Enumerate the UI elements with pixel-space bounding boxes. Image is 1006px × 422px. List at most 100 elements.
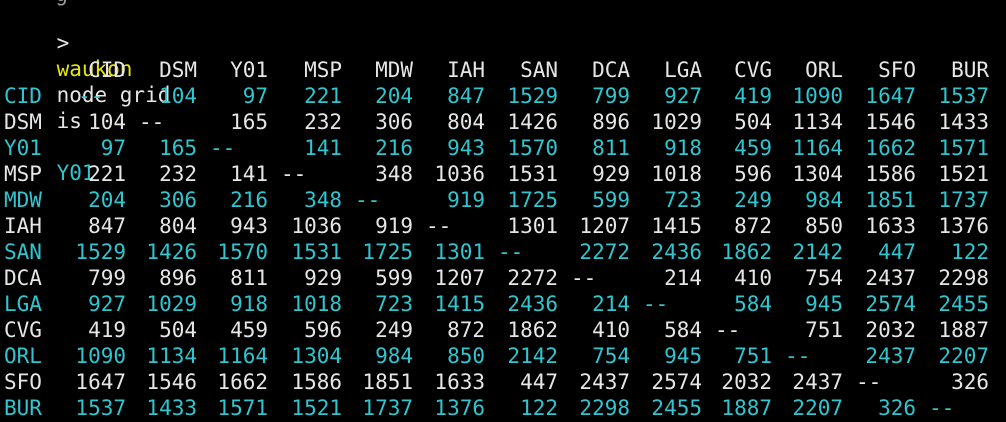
row-label: MDW (4, 188, 42, 212)
row-label: IAH (4, 214, 42, 238)
table-cell: 584 (734, 292, 772, 316)
table-cell: 1426 (507, 110, 558, 134)
table-cell: 919 (375, 214, 413, 238)
previous-output-fragment: ' g (30, 0, 68, 5)
column-header: DCA (592, 58, 630, 82)
table-cell: 1207 (579, 214, 630, 238)
table-cell: 216 (230, 188, 268, 212)
table-cell: 751 (734, 344, 772, 368)
table-cell: 2298 (938, 266, 989, 290)
table-cell: 584 (664, 318, 702, 342)
table-cell: 1207 (434, 266, 485, 290)
table-cell: 1301 (434, 240, 485, 264)
table-cell: 751 (805, 318, 843, 342)
table-cell: 410 (592, 318, 630, 342)
table-cell: 1018 (291, 292, 342, 316)
table-cell: 943 (230, 214, 268, 238)
table-cell: 1737 (938, 188, 989, 212)
table-cell: 204 (375, 84, 413, 108)
table-cell: 850 (447, 344, 485, 368)
table-cell: 918 (230, 292, 268, 316)
table-cell: 1090 (792, 84, 843, 108)
table-cell: 596 (304, 318, 342, 342)
table-cell: 1036 (291, 214, 342, 238)
table-cell: 945 (805, 292, 843, 316)
row-label: DSM (4, 110, 42, 134)
column-header: BUR (951, 58, 989, 82)
table-cell: 1862 (721, 240, 772, 264)
table-cell: 2142 (792, 240, 843, 264)
table-cell: -- (139, 110, 165, 134)
table-cell: 984 (805, 188, 843, 212)
table-cell: 1304 (291, 344, 342, 368)
table-cell: 249 (375, 318, 413, 342)
table-cell: 723 (664, 188, 702, 212)
table-cell: 1546 (146, 370, 197, 394)
row-label: CVG (4, 318, 42, 342)
table-cell: 599 (375, 266, 413, 290)
table-cell: 872 (447, 318, 485, 342)
table-cell: 1018 (651, 162, 702, 186)
table-cell: 2032 (721, 370, 772, 394)
table-cell: 419 (734, 84, 772, 108)
table-cell: 348 (375, 162, 413, 186)
table-cell: 1134 (792, 110, 843, 134)
table-cell: 804 (447, 110, 485, 134)
table-cell: 2455 (651, 396, 702, 420)
table-cell: 984 (375, 344, 413, 368)
table-cell: 306 (159, 188, 197, 212)
row-label: DCA (4, 266, 42, 290)
table-cell: 1415 (651, 214, 702, 238)
column-header: MSP (304, 58, 342, 82)
table-cell: -- (355, 188, 381, 212)
table-cell: 2436 (507, 292, 558, 316)
table-row: Y01 97 165 -- 141 216 943 1570 811 918 459 1164 1662… (0, 135, 1006, 161)
table-cell: 2437 (792, 370, 843, 394)
table-cell: -- (715, 318, 741, 342)
row-label: SFO (4, 370, 42, 394)
table-cell: -- (210, 136, 236, 160)
table-cell: 2032 (865, 318, 916, 342)
row-label: SAN (4, 240, 42, 264)
table-cell: 804 (159, 214, 197, 238)
table-cell: 104 (88, 110, 126, 134)
column-header: SFO (878, 58, 916, 82)
table-cell: 1546 (865, 110, 916, 134)
column-header: LGA (664, 58, 702, 82)
table-cell: 1662 (865, 136, 916, 160)
table-cell: 723 (375, 292, 413, 316)
table-cell: 1737 (362, 396, 413, 420)
command-text: node grid (56, 83, 171, 107)
table-cell: 1537 (75, 396, 126, 420)
row-label: MSP (4, 162, 42, 186)
table-cell: -- (643, 292, 669, 316)
table-row: LGA 927 1029 918 1018 723 1415 2436 214 -- 584 945 2… (0, 291, 1006, 317)
table-cell: 1301 (507, 214, 558, 238)
table-cell: 97 (242, 84, 268, 108)
table-cell: 1433 (146, 396, 197, 420)
table-cell: 847 (447, 84, 485, 108)
table-cell: 919 (447, 188, 485, 212)
table-cell: 896 (592, 110, 630, 134)
table-row: SFO 1647 1546 1662 1586 1851 1633 447 2437 2574 20… (0, 369, 1006, 395)
table-cell: 2455 (938, 292, 989, 316)
table-cell: 2436 (651, 240, 702, 264)
status-word: is (56, 109, 82, 133)
table-row: MSP 221 232 141 -- 348 1036 1531 929 1018 596 1304 1… (0, 161, 1006, 187)
table-cell: 927 (88, 292, 126, 316)
table-cell: 141 (304, 136, 342, 160)
table-cell: 929 (304, 266, 342, 290)
table-row: BUR 1537 1433 1571 1521 1737 1376 122 2298 2455 18… (0, 395, 1006, 421)
table-cell: 104 (159, 84, 197, 108)
table-cell: 1586 (865, 162, 916, 186)
table-cell: 811 (230, 266, 268, 290)
table-cell: 214 (592, 292, 630, 316)
table-cell: 754 (805, 266, 843, 290)
table-cell: -- (498, 240, 524, 264)
table-cell: 122 (951, 240, 989, 264)
table-cell: 2207 (792, 396, 843, 420)
table-cell: 1633 (865, 214, 916, 238)
table-cell: 1433 (938, 110, 989, 134)
table-cell: 929 (592, 162, 630, 186)
